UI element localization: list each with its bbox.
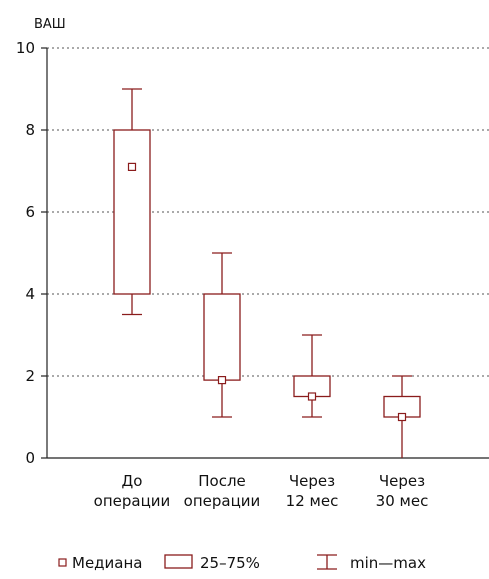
category-label-line: До — [122, 472, 143, 490]
y-tick-label: 2 — [25, 367, 35, 385]
y-tick-label: 10 — [16, 39, 35, 57]
legend-whisker-label: min—max — [350, 554, 426, 572]
box-group — [293, 334, 331, 418]
category-label: Через 12 мес — [286, 472, 339, 510]
category-label-line: операции — [94, 492, 171, 510]
legend-median-label: Медиана — [72, 554, 142, 572]
median-marker — [307, 392, 317, 401]
category-label-line: После — [198, 472, 246, 490]
median-marker — [217, 376, 227, 385]
iqr-box — [203, 293, 241, 381]
median-marker — [397, 412, 407, 422]
boxes — [113, 88, 421, 458]
category-label-line: операции — [184, 492, 261, 510]
axes — [41, 47, 489, 459]
legend: Медиана 25–75% min—max — [58, 554, 426, 572]
category-label: До операции — [94, 472, 171, 510]
y-tick-labels: 0 2 4 6 8 10 — [16, 39, 35, 467]
box-group — [203, 252, 241, 418]
category-label-line: Через — [289, 472, 335, 490]
iqr-box — [113, 129, 151, 295]
y-axis-label: ВАШ — [34, 17, 66, 32]
legend-median-marker — [58, 558, 67, 567]
category-label-line: 30 мес — [376, 492, 429, 510]
y-tick-label: 4 — [25, 285, 35, 303]
box-group — [383, 375, 421, 458]
category-labels: До операции После операции Через 12 мес Через 3… — [94, 472, 429, 510]
box-group — [113, 88, 151, 316]
y-tick-label: 8 — [25, 121, 35, 139]
category-label: После операции — [184, 472, 261, 510]
y-tick-label: 6 — [25, 203, 35, 221]
legend-box-swatch — [164, 554, 193, 569]
y-tick-label: 0 — [25, 449, 35, 467]
median-marker — [127, 162, 137, 171]
category-label-line: Через — [379, 472, 425, 490]
category-label-line: 12 мес — [286, 492, 339, 510]
legend-box-label: 25–75% — [200, 554, 260, 572]
grid-lines — [47, 47, 489, 377]
category-label: Через 30 мес — [376, 472, 429, 510]
